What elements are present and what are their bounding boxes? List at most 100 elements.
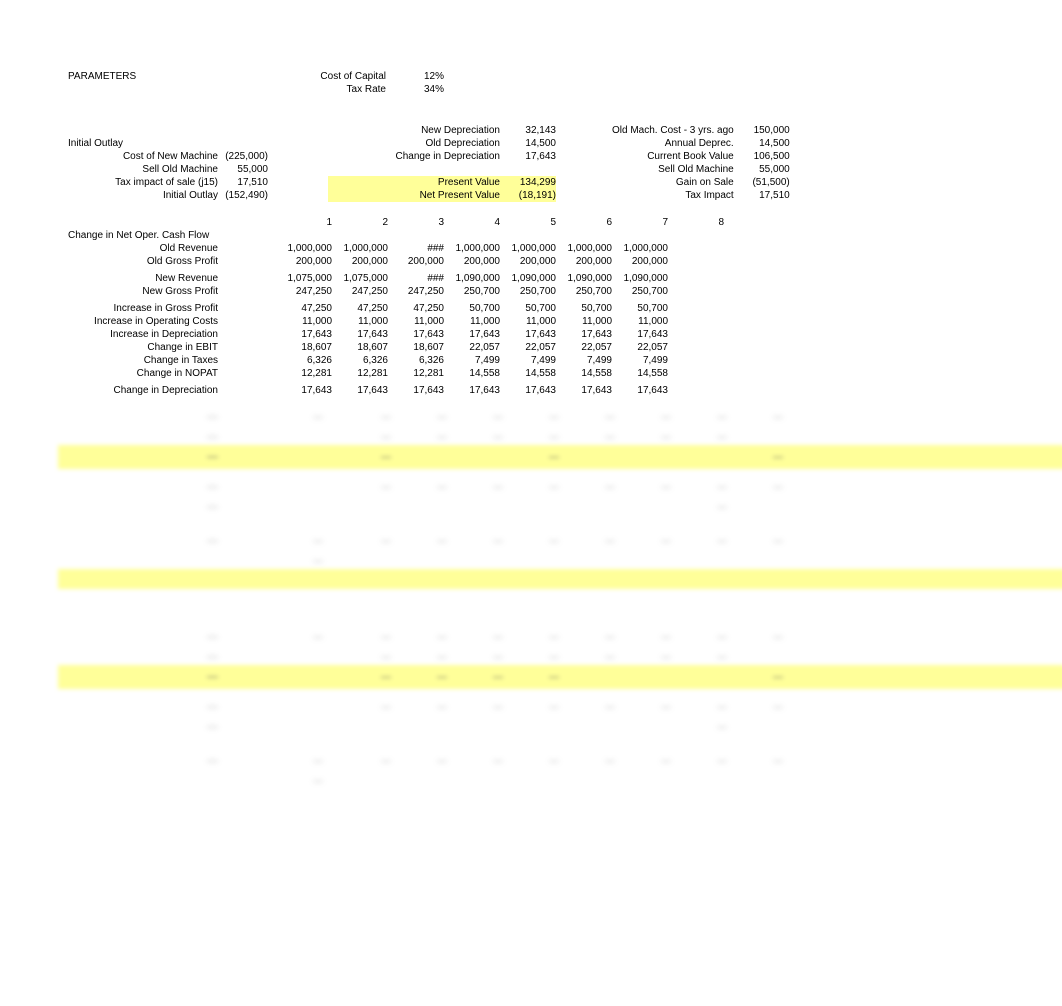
year-1: 1 bbox=[276, 216, 332, 229]
table-cell: 14,558 bbox=[500, 367, 556, 380]
table-cell: 22,057 bbox=[444, 341, 500, 354]
tax-impact-sale-label: Tax impact of sale (j15) bbox=[68, 176, 218, 189]
table-cell: 14,558 bbox=[556, 367, 612, 380]
table-cell: 1,090,000 bbox=[556, 272, 612, 285]
table-cell: 17,643 bbox=[388, 384, 444, 397]
row-label: New Revenue bbox=[68, 272, 218, 285]
change-dep: 17,643 bbox=[500, 150, 556, 163]
table-cell: 47,250 bbox=[332, 302, 388, 315]
blurred-block: —————————— ———————— —————— ————————— —— … bbox=[68, 627, 1062, 791]
table-cell: ### bbox=[388, 272, 444, 285]
old-sell-label: Sell Old Machine bbox=[612, 163, 734, 176]
year-5: 5 bbox=[500, 216, 556, 229]
table-cell bbox=[668, 367, 724, 380]
table-cell: 22,057 bbox=[500, 341, 556, 354]
table-cell: 11,000 bbox=[612, 315, 668, 328]
table-cell: 11,000 bbox=[556, 315, 612, 328]
year-7: 7 bbox=[612, 216, 668, 229]
npv-label: Net Present Value bbox=[328, 189, 500, 202]
pv-label: Present Value bbox=[328, 176, 500, 189]
table-cell: 200,000 bbox=[612, 255, 668, 268]
table-row: Change in EBIT18,60718,60718,60722,05722… bbox=[68, 341, 724, 354]
table-row: Change in Depreciation17,64317,64317,643… bbox=[68, 384, 724, 397]
table-cell: 47,250 bbox=[276, 302, 332, 315]
table-cell: 11,000 bbox=[444, 315, 500, 328]
table-cell: 200,000 bbox=[332, 255, 388, 268]
table-cell bbox=[668, 341, 724, 354]
table-cell bbox=[668, 272, 724, 285]
table-cell: 1,000,000 bbox=[444, 242, 500, 255]
tax-impact-sale: 17,510 bbox=[218, 176, 268, 189]
table-cell: 200,000 bbox=[388, 255, 444, 268]
table-cell: 1,000,000 bbox=[332, 242, 388, 255]
row-label: New Gross Profit bbox=[68, 285, 218, 298]
cost-of-capital: 12% bbox=[386, 70, 444, 83]
row-label: Old Revenue bbox=[68, 242, 218, 255]
table-cell: 18,607 bbox=[388, 341, 444, 354]
table-cell: 7,499 bbox=[500, 354, 556, 367]
cashflow-table: 1 2 3 4 5 6 7 8 Change in Net Oper. Cash… bbox=[68, 216, 724, 397]
table-cell bbox=[668, 315, 724, 328]
table-cell: 250,700 bbox=[500, 285, 556, 298]
table-cell: 17,643 bbox=[444, 384, 500, 397]
new-dep: 32,143 bbox=[500, 124, 556, 137]
table-cell: 1,000,000 bbox=[556, 242, 612, 255]
table-cell: 17,643 bbox=[612, 384, 668, 397]
old-sell: 55,000 bbox=[734, 163, 790, 176]
table-cell: 17,643 bbox=[556, 328, 612, 341]
year-2: 2 bbox=[332, 216, 388, 229]
table-cell: 1,090,000 bbox=[500, 272, 556, 285]
table-cell: 17,643 bbox=[444, 328, 500, 341]
blurred-region: —————————— ———————— ———— ————————— —— ——… bbox=[0, 407, 1062, 791]
table-cell bbox=[668, 384, 724, 397]
year-8: 8 bbox=[668, 216, 724, 229]
old-cost: 150,000 bbox=[734, 124, 790, 137]
table-cell: 17,643 bbox=[500, 384, 556, 397]
table-cell: 1,000,000 bbox=[276, 242, 332, 255]
old-cost-label: Old Mach. Cost - 3 yrs. ago bbox=[612, 124, 734, 137]
table-cell: 247,250 bbox=[332, 285, 388, 298]
annual-dep-label: Annual Deprec. bbox=[612, 137, 734, 150]
book-value-label: Current Book Value bbox=[612, 150, 734, 163]
row-label: Change in NOPAT bbox=[68, 367, 218, 380]
table-cell: 22,057 bbox=[556, 341, 612, 354]
table-row: New Gross Profit247,250247,250247,250250… bbox=[68, 285, 724, 298]
table-row: Increase in Operating Costs11,00011,0001… bbox=[68, 315, 724, 328]
table-cell: 12,281 bbox=[276, 367, 332, 380]
table-cell: 1,090,000 bbox=[444, 272, 500, 285]
table-cell: 1,000,000 bbox=[612, 242, 668, 255]
table-cell: 17,643 bbox=[556, 384, 612, 397]
row-label: Change in EBIT bbox=[68, 341, 218, 354]
cost-new-label: Cost of New Machine bbox=[68, 150, 218, 163]
table-cell: 1,090,000 bbox=[612, 272, 668, 285]
tax-rate: 34% bbox=[386, 83, 444, 96]
table-cell: ### bbox=[388, 242, 444, 255]
tax-impact: 17,510 bbox=[734, 189, 790, 202]
year-6: 6 bbox=[556, 216, 612, 229]
table-cell: 17,643 bbox=[332, 328, 388, 341]
new-dep-label: New Depreciation bbox=[328, 124, 500, 137]
table-cell: 17,643 bbox=[612, 328, 668, 341]
table-cell: 17,643 bbox=[276, 384, 332, 397]
table-cell: 1,075,000 bbox=[276, 272, 332, 285]
cashflow-section-title: Change in Net Oper. Cash Flow bbox=[68, 229, 276, 242]
table-cell: 7,499 bbox=[612, 354, 668, 367]
table-cell: 12,281 bbox=[388, 367, 444, 380]
table-cell: 250,700 bbox=[444, 285, 500, 298]
row-label: Change in Taxes bbox=[68, 354, 218, 367]
year-4: 4 bbox=[444, 216, 500, 229]
table-cell: 200,000 bbox=[276, 255, 332, 268]
parameters-table: PARAMETERS Cost of Capital 12% Tax Rate … bbox=[68, 70, 790, 216]
table-cell: 11,000 bbox=[276, 315, 332, 328]
cost-new: (225,000) bbox=[218, 150, 268, 163]
annual-dep: 14,500 bbox=[734, 137, 790, 150]
table-cell: 12,281 bbox=[332, 367, 388, 380]
table-cell: 250,700 bbox=[612, 285, 668, 298]
table-cell: 50,700 bbox=[500, 302, 556, 315]
table-cell: 50,700 bbox=[612, 302, 668, 315]
table-cell: 18,607 bbox=[332, 341, 388, 354]
pv: 134,299 bbox=[500, 176, 556, 189]
change-dep-label: Change in Depreciation bbox=[328, 150, 500, 163]
old-dep: 14,500 bbox=[500, 137, 556, 150]
gain-label: Gain on Sale bbox=[612, 176, 734, 189]
